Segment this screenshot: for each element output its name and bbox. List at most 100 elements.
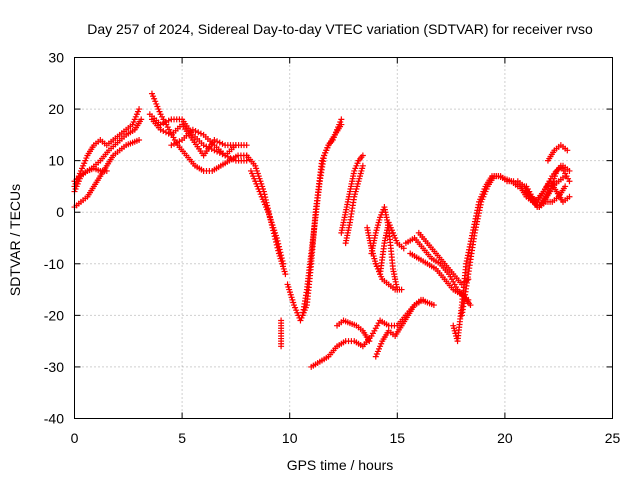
series-track-p	[372, 296, 437, 360]
data-layer	[71, 90, 573, 370]
data-point	[192, 127, 199, 134]
data-point	[173, 139, 180, 146]
data-point	[276, 246, 283, 253]
data-point	[230, 156, 237, 163]
x-tick-label: 20	[497, 430, 513, 446]
y-tick-label: -30	[44, 359, 64, 375]
x-tick-label: 5	[178, 430, 186, 446]
data-point	[206, 144, 212, 151]
data-point	[176, 138, 183, 145]
data-point	[275, 243, 282, 250]
data-point	[189, 126, 196, 133]
series-track-q	[338, 152, 366, 236]
data-point	[222, 152, 229, 159]
series-track-ad	[523, 162, 573, 205]
series-track-ac	[544, 142, 571, 164]
y-tick-label: 30	[48, 50, 64, 66]
data-point	[278, 255, 285, 262]
data-point	[359, 162, 366, 169]
series-track-l	[299, 116, 345, 319]
data-point	[160, 127, 167, 134]
data-point	[195, 129, 202, 136]
y-tick-label: 20	[48, 101, 64, 117]
data-point	[232, 142, 239, 149]
series-track-t	[364, 219, 407, 278]
data-point	[465, 296, 472, 303]
series-track-r	[342, 162, 366, 247]
data-point	[566, 178, 573, 185]
data-point	[136, 106, 143, 113]
x-tick-label: 25	[605, 430, 621, 446]
y-tick-label: -10	[44, 256, 64, 272]
grid-layer	[74, 57, 613, 419]
data-point	[216, 139, 223, 146]
data-point	[136, 137, 143, 144]
data-point	[400, 245, 407, 252]
data-point	[564, 147, 571, 154]
y-tick-label: -40	[44, 411, 64, 427]
data-point	[278, 252, 285, 259]
series-track-w	[407, 250, 472, 303]
data-point	[162, 129, 169, 136]
data-point	[273, 235, 280, 241]
data-point	[467, 302, 474, 309]
y-axis-label: SDTVAR / TECUs	[7, 184, 23, 296]
x-tick-label: 15	[390, 430, 406, 446]
data-point	[274, 237, 281, 244]
data-point	[430, 302, 437, 309]
data-point	[566, 167, 573, 174]
data-point	[214, 138, 221, 145]
data-point	[165, 130, 172, 137]
series-track-z	[458, 173, 569, 319]
data-point	[224, 153, 231, 160]
series-track-n	[308, 296, 427, 370]
data-point	[566, 193, 573, 200]
data-point	[398, 286, 405, 293]
data-point	[277, 249, 284, 256]
data-point	[359, 152, 366, 159]
data-point	[278, 343, 285, 350]
data-point	[200, 142, 207, 149]
data-point	[243, 142, 250, 149]
data-point	[197, 130, 204, 137]
series-track-o	[334, 317, 373, 345]
tick-layer: 0 5 10 15 20 25 -40 -30 -20 -10 0 10 20 30	[44, 50, 621, 447]
series-track-a	[71, 106, 143, 190]
data-point	[165, 117, 172, 124]
series-track-f	[146, 111, 250, 159]
data-point	[211, 137, 218, 144]
y-tick-label: 10	[48, 153, 64, 169]
data-point	[211, 147, 218, 154]
x-tick-label: 0	[71, 430, 79, 446]
y-tick-label: 0	[56, 204, 64, 220]
series-track-j	[247, 167, 287, 267]
data-point	[275, 240, 282, 247]
data-point	[280, 260, 287, 267]
data-point	[338, 116, 345, 123]
data-point	[157, 126, 164, 133]
data-point	[282, 271, 289, 278]
x-tick-label: 10	[282, 430, 298, 446]
data-point	[243, 157, 250, 164]
data-point	[279, 257, 286, 264]
y-tick-label: -20	[44, 307, 64, 323]
data-point	[168, 142, 175, 149]
series-track-c	[71, 137, 143, 211]
series-track-m	[278, 317, 285, 350]
chart-title: Day 257 of 2024, Sidereal Day-to-day VTE…	[87, 21, 593, 37]
data-point	[162, 118, 169, 125]
data-point	[219, 140, 226, 147]
series-track-u	[372, 260, 405, 293]
data-point	[138, 116, 145, 123]
series-track-h	[168, 126, 250, 164]
data-point	[103, 167, 110, 174]
data-point	[157, 121, 164, 128]
plot-frame	[74, 57, 613, 419]
data-point	[171, 140, 178, 147]
data-point	[160, 120, 167, 127]
data-point	[562, 183, 569, 190]
x-axis-label: GPS time / hours	[287, 457, 394, 473]
data-point	[227, 155, 234, 162]
data-point	[366, 338, 373, 345]
